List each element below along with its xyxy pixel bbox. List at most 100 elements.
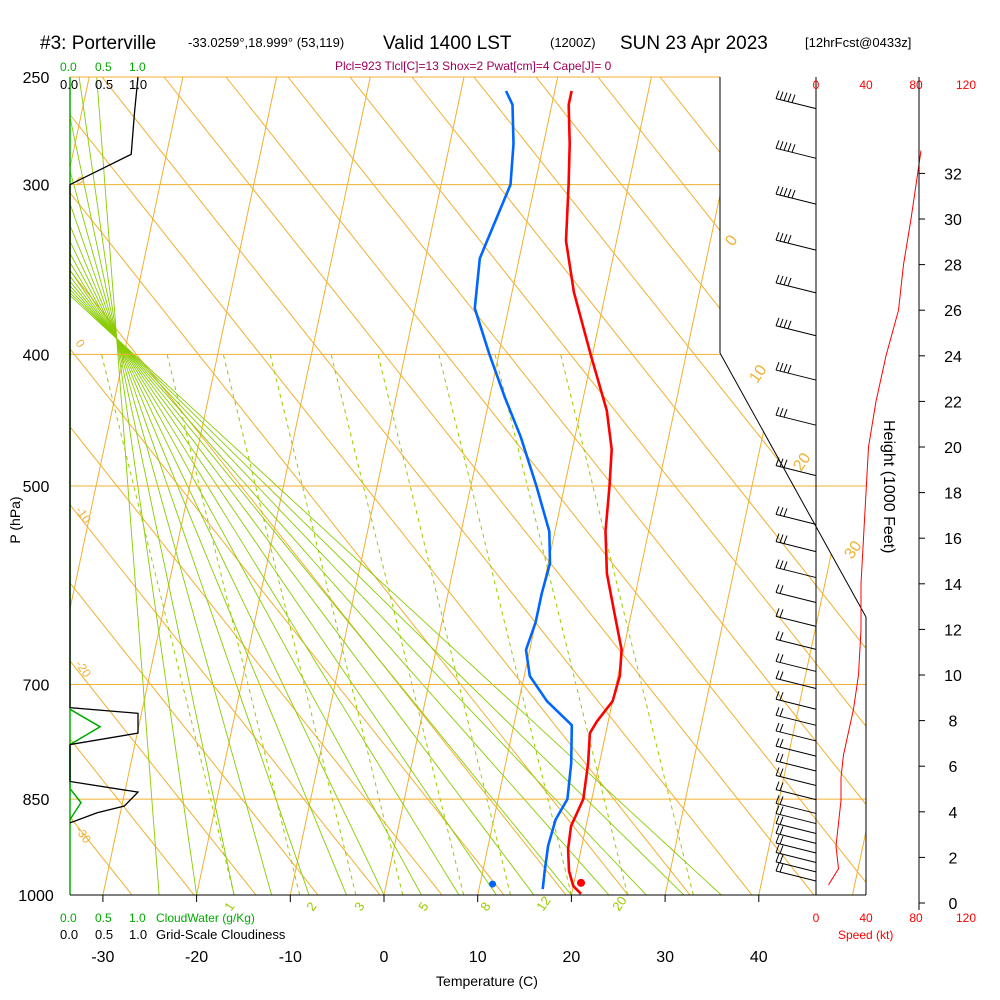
cloud-profiles: 0.0 0.5 1.0 0.0 0.5 1.0 0.0 0.5 1.0 0.0 0.5 1.0 Clou… — [60, 60, 286, 942]
speed-bottom-tick: 80 — [909, 911, 923, 925]
p-tick-label: 850 — [23, 792, 50, 809]
theta-line — [0, 25, 434, 895]
barb-feather — [779, 826, 784, 835]
dry-adiabat-line — [597, 77, 866, 895]
barb-feather — [775, 361, 780, 371]
barb-feather — [779, 845, 784, 854]
height-tick-label: 18 — [944, 486, 962, 503]
barb-feather — [775, 795, 780, 804]
barb-feather — [779, 141, 784, 150]
title-station: #3: Porterville — [40, 33, 156, 54]
barb-staff — [775, 591, 817, 603]
barb-staff — [775, 698, 817, 710]
wind-barb — [775, 361, 817, 381]
wind-barb — [775, 140, 817, 159]
speed-bottom-tick: 120 — [956, 911, 976, 925]
cloudiness-bottom-tick: 0.5 — [95, 927, 113, 942]
barb-feather — [787, 188, 792, 198]
mixing-ratio-lines — [101, 354, 694, 895]
barb-staff — [775, 193, 817, 205]
moist-adiabat-line — [96, 77, 160, 895]
barb-feather — [775, 90, 780, 99]
barb-feather — [779, 609, 784, 618]
barb-feather — [783, 535, 788, 544]
barb-feather — [775, 737, 780, 747]
barb-feather — [775, 533, 780, 542]
isotherm-line — [852, 77, 866, 895]
height-tick-label: 12 — [944, 622, 962, 639]
p-tick-label: 500 — [23, 479, 50, 496]
barb-staff — [775, 745, 817, 757]
barb-feather — [775, 653, 780, 662]
barb-feather — [783, 319, 788, 328]
height-tick-label: 16 — [944, 531, 962, 548]
barb-feather — [791, 189, 796, 199]
dry-adiabat-line — [70, 77, 257, 895]
barb-feather — [775, 805, 780, 814]
wind-barb — [775, 90, 817, 110]
height-tick-label: 28 — [944, 258, 962, 275]
theta-line — [0, 25, 70, 895]
height-tick-label: 22 — [944, 394, 962, 411]
x-tick-label: -30 — [91, 949, 114, 966]
title-forecast: [12hrFcst@0433z] — [805, 35, 911, 50]
barb-feather — [779, 738, 784, 748]
barb-feather — [779, 806, 784, 815]
barb-feather — [787, 320, 792, 329]
barb-feather — [779, 708, 784, 717]
barb-feather — [783, 409, 788, 418]
wind-speed-line — [828, 150, 922, 886]
wind-barb — [775, 722, 817, 742]
x-tick-label: 40 — [750, 949, 768, 966]
mixing-ratio-line — [101, 354, 235, 895]
p-tick-label: 400 — [23, 347, 50, 364]
p-tick-label: 250 — [23, 70, 50, 87]
barb-feather — [779, 458, 784, 467]
moist-adiabat-line — [70, 77, 610, 895]
cloudiness-line — [69, 76, 140, 824]
p-tick-label: 1000 — [18, 888, 54, 905]
barb-feather — [775, 815, 780, 824]
height-tick-label: 26 — [944, 303, 962, 320]
sounding-series — [473, 90, 623, 895]
height-tick-label: 20 — [944, 440, 962, 457]
barb-feather — [775, 584, 780, 593]
barb-feather — [779, 796, 784, 805]
barb-feather — [775, 185, 780, 195]
barb-staff — [775, 239, 817, 251]
wind-barb — [775, 862, 817, 882]
barb-staff — [775, 638, 817, 650]
theta-line — [0, 25, 122, 895]
barb-feather — [779, 408, 784, 417]
speed-top-tick: 40 — [859, 78, 873, 92]
mixing-ratio-line — [560, 354, 694, 895]
barb-feather — [779, 507, 784, 516]
height-axis-label: Height (1000 Feet) — [880, 420, 897, 553]
barb-feather — [775, 140, 780, 149]
barb-feather — [779, 854, 784, 864]
barb-staff — [775, 369, 817, 381]
barb-staff — [775, 541, 817, 553]
theta-line — [146, 25, 746, 895]
barb-feather — [783, 187, 788, 197]
barb-feather — [783, 276, 788, 286]
cloudwater-bottom-tick: 0.5 — [95, 911, 112, 925]
speed-top-tick: 80 — [909, 78, 923, 92]
barb-staff — [775, 760, 817, 772]
barb-feather — [783, 508, 788, 517]
barb-feather — [779, 186, 784, 196]
mixing-ratio-labels: 1 2 3 5 8 12 20 — [221, 893, 630, 913]
barb-feather — [787, 143, 792, 152]
cloudwater-top-tick: 1.0 — [129, 60, 146, 74]
barb-feather — [783, 561, 788, 570]
height-tick-label: 0 — [949, 896, 958, 913]
moist-adiabat-line — [70, 77, 273, 895]
moist-adiabat-line — [70, 77, 347, 895]
barb-staff — [775, 714, 817, 726]
moist-adiabat-line — [70, 77, 535, 895]
wind-barb — [775, 691, 817, 710]
barb-staff — [775, 325, 817, 337]
moist-adiabat-line — [70, 77, 385, 895]
